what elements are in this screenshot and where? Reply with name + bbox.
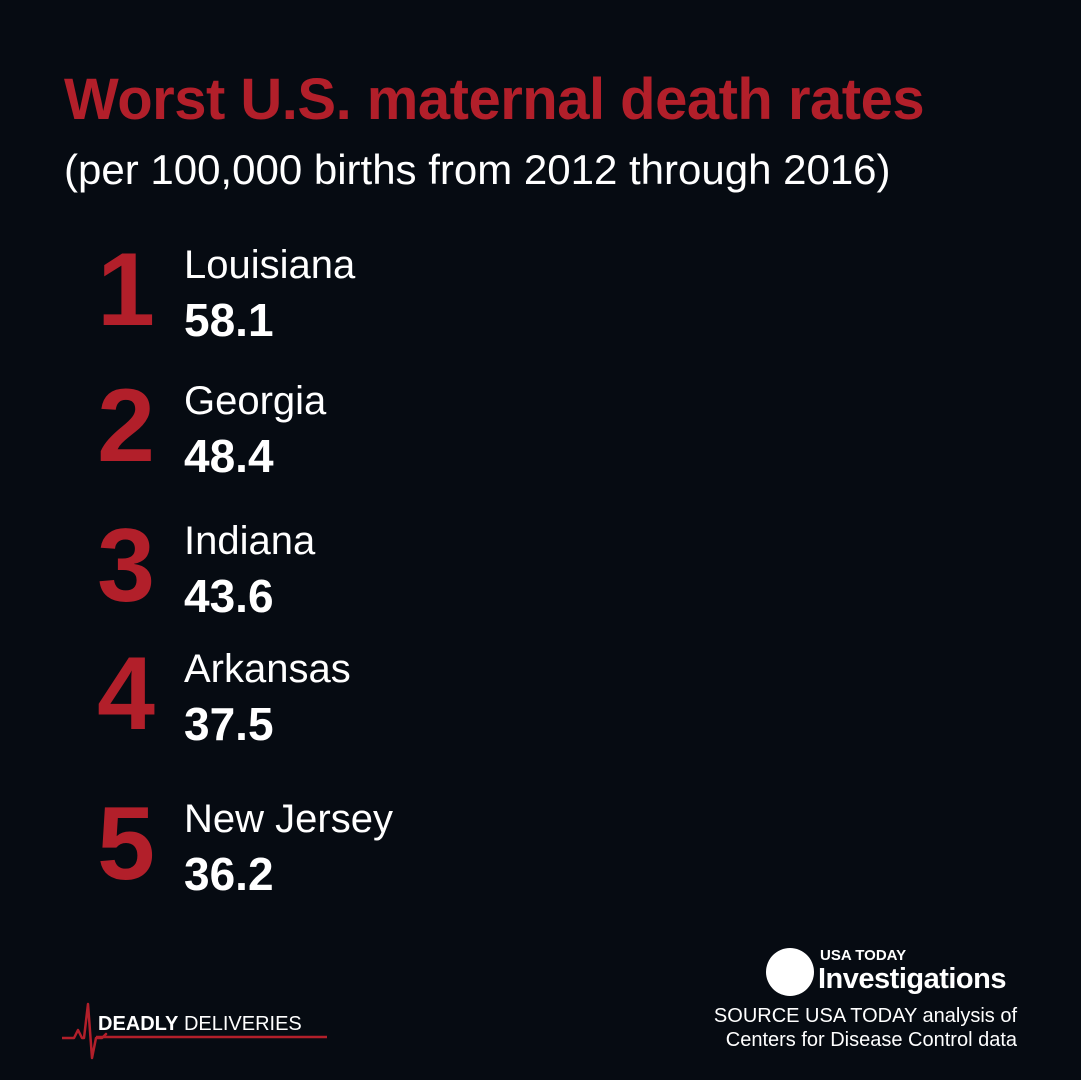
heartbeat-icon: [62, 1002, 327, 1060]
state-name: Georgia: [184, 379, 327, 423]
usa-today-dot-icon: [766, 948, 814, 996]
state-name: New Jersey: [184, 797, 393, 841]
rank-number: 4: [97, 636, 155, 752]
ranking-item: 3 Indiana 43.6: [0, 514, 700, 638]
ranking-item: 1 Louisiana 58.1: [0, 238, 700, 362]
rank-number: 3: [97, 508, 155, 624]
rank-number: 2: [97, 368, 155, 484]
death-rate-value: 43.6: [184, 570, 274, 622]
death-rate-value: 48.4: [184, 430, 274, 482]
ranking-item: 5 New Jersey 36.2: [0, 792, 700, 916]
brand-bottom-text: Investigations: [818, 963, 1007, 995]
rank-number: 5: [97, 786, 155, 902]
brand-top-text: USA TODAY: [820, 947, 907, 964]
state-name: Indiana: [184, 519, 316, 563]
series-title-rest: DELIVERIES: [183, 1013, 302, 1035]
death-rate-value: 36.2: [184, 848, 274, 900]
source-note: SOURCE USA TODAY analysis of Centers for…: [714, 1004, 1017, 1052]
usa-today-investigations-logo: USA TODAY Investigations: [766, 946, 1026, 996]
page-subtitle: (per 100,000 births from 2012 through 20…: [64, 146, 891, 193]
ranking-item: 2 Georgia 48.4: [0, 374, 700, 498]
page-title: Worst U.S. maternal death rates: [64, 67, 925, 132]
source-line-2: Centers for Disease Control data: [725, 1029, 1017, 1051]
ranking-item: 4 Arkansas 37.5: [0, 642, 700, 766]
deadly-deliveries-logo: DEADLY DELIVERIES: [62, 1000, 332, 1064]
source-line-1: SOURCE USA TODAY analysis of: [713, 1005, 1017, 1027]
death-rate-value: 58.1: [184, 294, 274, 346]
rank-number: 1: [97, 232, 155, 348]
death-rate-value: 37.5: [184, 698, 274, 750]
state-name: Arkansas: [184, 647, 351, 691]
series-title: DEADLY DELIVERIES: [98, 1012, 302, 1036]
series-title-bold: DEADLY: [98, 1013, 179, 1035]
state-name: Louisiana: [184, 243, 356, 287]
